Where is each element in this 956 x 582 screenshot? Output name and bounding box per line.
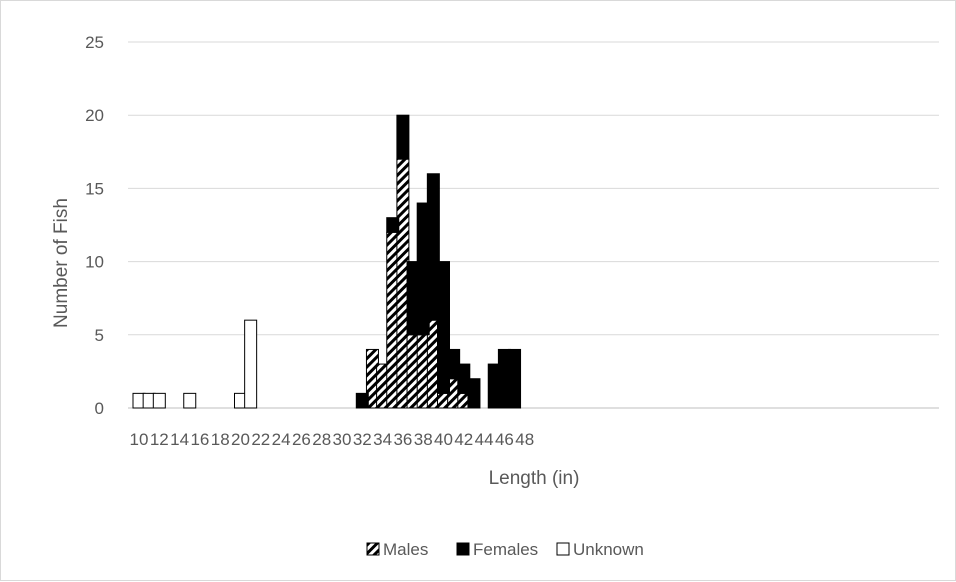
x-tick-label: 34: [373, 430, 392, 449]
x-tick-label: 42: [454, 430, 473, 449]
legend-swatch-unknown: [556, 542, 570, 556]
y-tick-label: 20: [85, 106, 104, 125]
y-tick-label: 10: [85, 253, 104, 272]
x-tick-label: 38: [414, 430, 433, 449]
bar-unknown-21: [244, 319, 258, 409]
x-tick-label: 18: [211, 430, 230, 449]
bar-unknown-15: [183, 392, 197, 409]
bar-females-43: [467, 378, 481, 409]
y-axis-title: Number of Fish: [51, 198, 72, 328]
legend-swatch-females: [456, 542, 470, 556]
x-tick-label: 10: [130, 430, 149, 449]
legend: Males Females Unknown: [366, 540, 644, 559]
y-tick-label: 15: [85, 179, 104, 198]
x-tick-label: 46: [495, 430, 514, 449]
bar-females-36: [396, 114, 410, 160]
legend-label-unknown: Unknown: [573, 540, 644, 559]
x-tick-label: 12: [150, 430, 169, 449]
x-tick-label: 16: [190, 430, 209, 449]
x-tick-label: 22: [251, 430, 270, 449]
x-tick-label: 48: [515, 430, 534, 449]
x-tick-label: 14: [170, 430, 189, 449]
x-tick-label: 44: [475, 430, 494, 449]
y-tick-label: 25: [85, 33, 104, 52]
y-axis-tick-labels: 0 5 10 15 20 25: [85, 33, 104, 418]
x-tick-label: 32: [353, 430, 372, 449]
bar-unknown-12: [152, 392, 166, 409]
x-tick-label: 20: [231, 430, 250, 449]
bar-females-35: [386, 217, 400, 233]
x-tick-label: 30: [333, 430, 352, 449]
y-tick-label: 0: [95, 399, 104, 418]
bar-females-39: [426, 173, 440, 321]
bar-females-47: [508, 348, 522, 409]
x-axis-title: Length (in): [489, 468, 580, 489]
legend-swatch-males: [366, 542, 380, 556]
x-tick-label: 24: [272, 430, 291, 449]
x-tick-label: 28: [312, 430, 331, 449]
legend-label-females: Females: [473, 540, 538, 559]
gridlines: [128, 41, 939, 409]
legend-label-males: Males: [383, 540, 428, 559]
x-tick-label: 26: [292, 430, 311, 449]
x-tick-label: 40: [434, 430, 453, 449]
x-axis-tick-labels: 10 12 14 16 18 20 22 24 26 28 30 32 34 36 38 40 42 44 46 48: [130, 430, 535, 449]
bar-females-32: [355, 392, 369, 409]
y-tick-label: 5: [95, 326, 104, 345]
bar-females-40: [437, 261, 450, 394]
bars: [132, 114, 522, 409]
x-tick-label: 36: [393, 430, 412, 449]
